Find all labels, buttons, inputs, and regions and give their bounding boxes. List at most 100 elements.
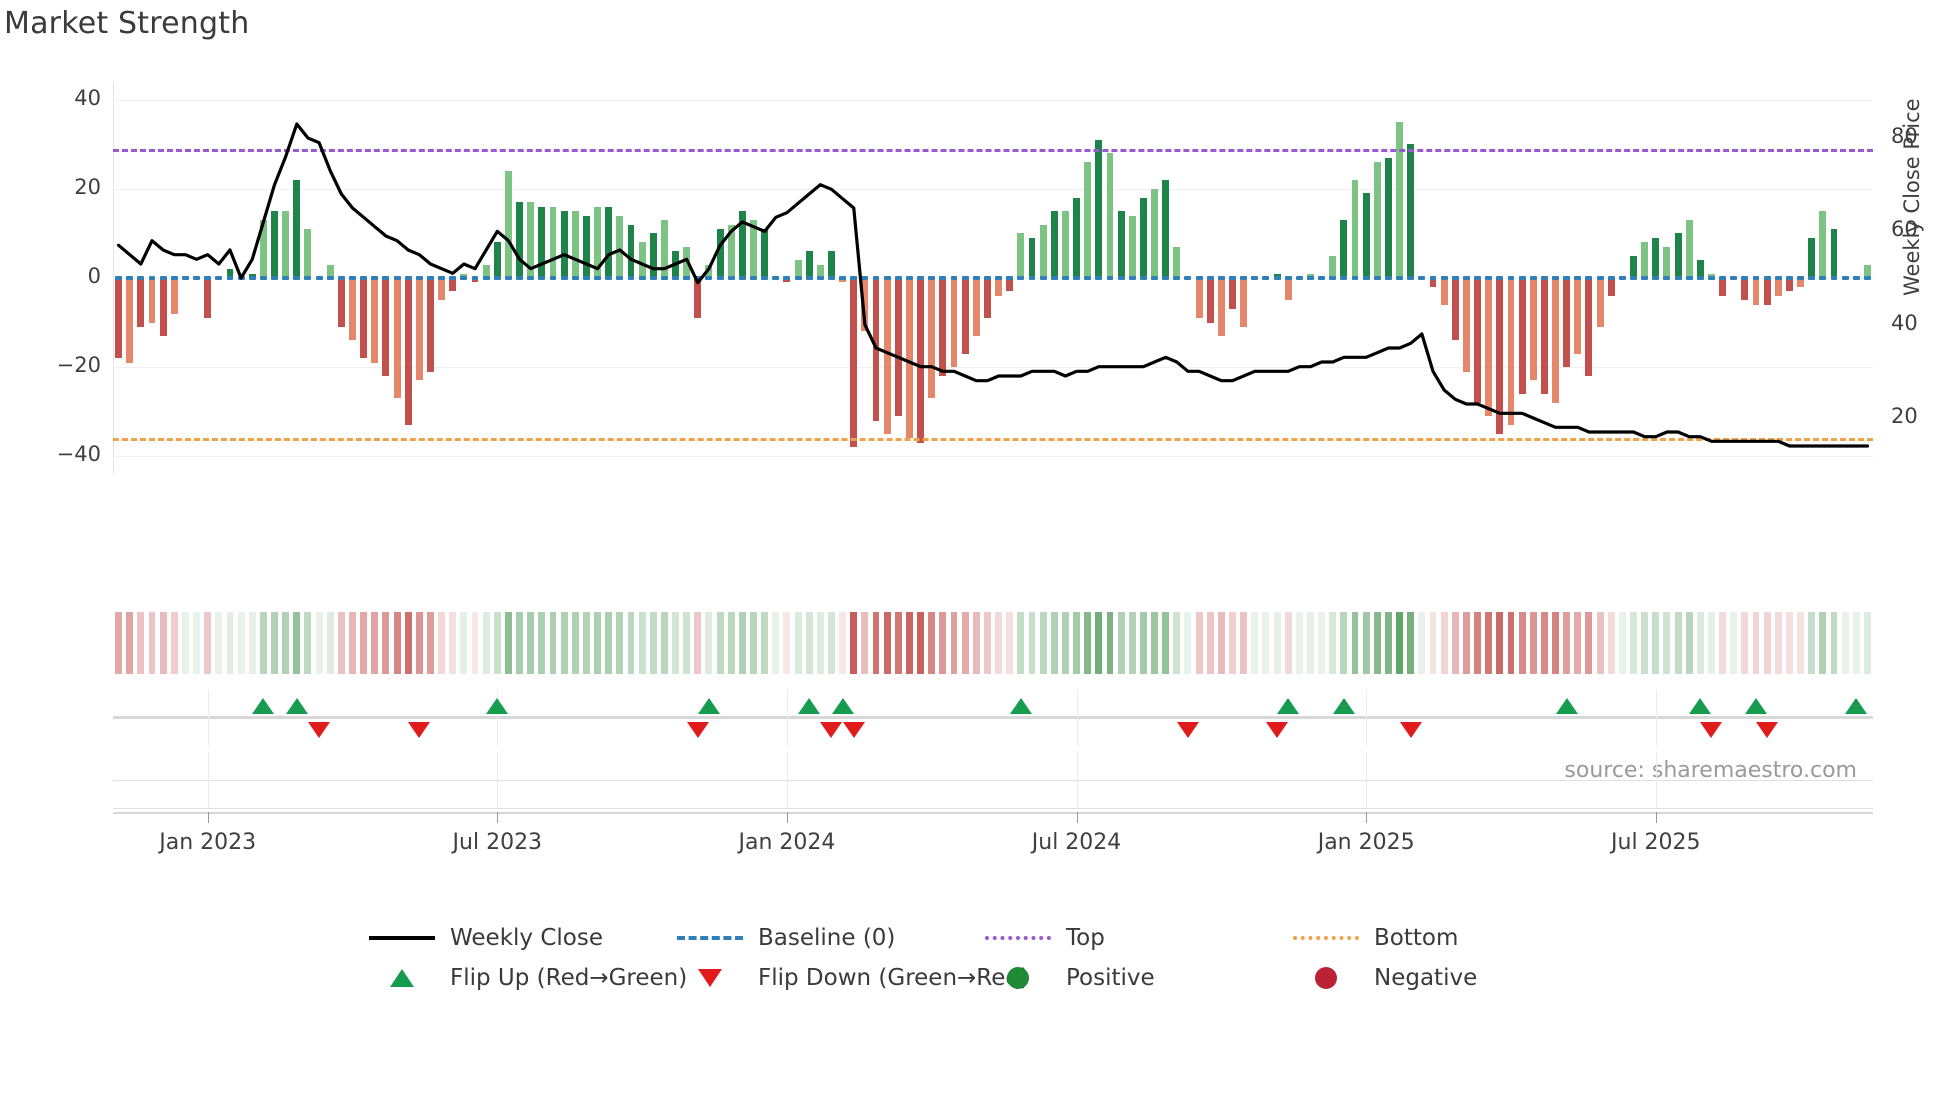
flip-down-marker (1700, 722, 1723, 738)
baseline-segment (1195, 276, 1203, 280)
heat-cell (816, 612, 824, 674)
baseline-segment (1451, 276, 1459, 280)
heat-cell (1462, 612, 1470, 674)
heat-cell (1006, 612, 1014, 674)
heat-cell (750, 612, 757, 674)
source-row-tick (207, 752, 209, 808)
x-axis-tick (1366, 812, 1368, 823)
baseline-segment (126, 276, 134, 280)
heat-cell (738, 612, 746, 674)
legend-item-positive[interactable]: Positive (980, 965, 1288, 991)
legend-item-weekly-close[interactable]: Weekly Close (364, 925, 672, 951)
strength-heat-strip (113, 612, 1873, 674)
legend-label: Negative (1374, 965, 1478, 991)
heat-cell (1262, 612, 1270, 674)
baseline-segment (259, 276, 267, 280)
heat-cell (538, 612, 546, 674)
heat-cell (1797, 612, 1805, 674)
flip-down-marker (1399, 722, 1422, 738)
strength-bar (1540, 278, 1548, 394)
baseline-segment (1574, 276, 1582, 280)
baseline-segment (961, 276, 969, 280)
legend-item-flip-up[interactable]: Flip Up (Red→Green) (364, 965, 687, 991)
strength-bar (493, 242, 501, 278)
heat-cell (660, 612, 668, 674)
strength-bar (126, 278, 134, 363)
baseline-segment (1229, 276, 1236, 280)
gridline (113, 99, 1873, 101)
flip-band-tick (207, 690, 209, 746)
strength-bar (1139, 197, 1147, 278)
triangle-down-icon (672, 969, 748, 987)
flip-band-tick (1655, 690, 1657, 746)
strength-bar (1384, 157, 1392, 278)
strength-bar (1786, 278, 1793, 292)
flip-up-marker (1009, 698, 1032, 714)
baseline-segment (1028, 276, 1036, 280)
heat-cell (360, 612, 368, 674)
legend-item-bottom[interactable]: Bottom (1288, 925, 1596, 951)
heat-cell (1485, 612, 1493, 674)
flip-marker-band (113, 690, 1873, 746)
x-tick-label: Jul 2023 (452, 830, 543, 855)
baseline-segment (672, 276, 679, 280)
legend-item-baseline[interactable]: Baseline (0) (672, 925, 980, 951)
legend-item-flip-down[interactable]: Flip Down (Green→Red) (672, 965, 1029, 991)
baseline-segment (449, 276, 457, 280)
baseline-segment (248, 276, 256, 280)
heat-cell (1618, 612, 1626, 674)
y-tick-left: 40 (74, 85, 101, 110)
legend-label: Top (1066, 925, 1105, 951)
baseline-segment (1774, 276, 1782, 280)
legend-row-2: Flip Up (Red→Green) Flip Down (Green→Red… (0, 958, 1960, 998)
baseline-segment (1173, 276, 1181, 280)
strength-bar (1596, 278, 1604, 327)
heat-cell (304, 612, 312, 674)
strength-bar (427, 278, 434, 372)
strength-bar (259, 220, 267, 278)
baseline-segment (1117, 276, 1125, 280)
strength-bar (1095, 139, 1103, 278)
baseline-segment (1251, 276, 1259, 280)
gridline (113, 188, 1873, 190)
baseline-segment (382, 276, 390, 280)
x-tick-label: Jan 2025 (1317, 830, 1415, 855)
heat-cell (1240, 612, 1248, 674)
legend-row-1: Weekly Close Baseline (0) Top Bottom (0, 918, 1960, 958)
heat-cell (894, 612, 902, 674)
strength-bar (204, 278, 212, 319)
flip-up-marker (1745, 698, 1768, 714)
flip-up-marker (1332, 698, 1355, 714)
heat-cell (1674, 612, 1682, 674)
source-row-rule-bottom (113, 808, 1873, 809)
baseline-segment (1830, 276, 1838, 280)
baseline-segment (204, 276, 212, 280)
strength-bar (282, 211, 290, 278)
baseline-segment (894, 276, 902, 280)
strength-bar (1407, 144, 1415, 278)
x-tick-label: Jul 2024 (1031, 830, 1122, 855)
strength-bar (527, 202, 535, 278)
heat-cell (1451, 612, 1459, 674)
strength-bar (293, 180, 301, 278)
baseline-segment (471, 276, 479, 280)
legend-item-top[interactable]: Top (980, 925, 1288, 951)
strength-bar (1719, 278, 1727, 296)
heat-cell (1429, 612, 1437, 674)
heat-cell (828, 612, 835, 674)
strength-bar (538, 206, 546, 278)
strength-bar (1006, 278, 1014, 292)
baseline-segment (271, 276, 278, 280)
strength-bar (605, 206, 613, 278)
heat-cell (1217, 612, 1225, 674)
source-row-rule-top (113, 780, 1873, 781)
heat-cell (1418, 612, 1426, 674)
heat-cell (1351, 612, 1359, 674)
heat-cell (1685, 612, 1693, 674)
heat-cell (1708, 612, 1715, 674)
baseline-segment (1329, 276, 1337, 280)
baseline-segment (1507, 276, 1515, 280)
legend-item-negative[interactable]: Negative (1288, 965, 1596, 991)
heat-cell (159, 612, 167, 674)
strength-bar (805, 251, 813, 278)
